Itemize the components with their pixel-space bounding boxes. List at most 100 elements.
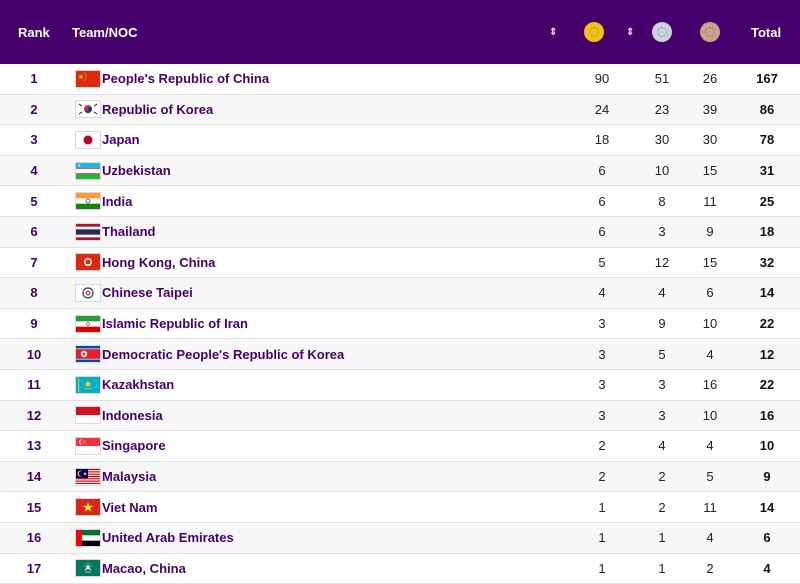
rank-cell: 5 xyxy=(30,193,38,209)
bronze-count: 4 xyxy=(706,530,714,546)
total-count: 4 xyxy=(763,560,771,576)
gold-medal-icon[interactable] xyxy=(584,22,604,42)
total-count: 16 xyxy=(759,407,775,423)
team-name-link[interactable]: Republic of Korea xyxy=(102,101,214,117)
bronze-count: 39 xyxy=(702,101,718,117)
gold-count: 90 xyxy=(594,71,610,87)
silver-count: 3 xyxy=(658,407,666,423)
total-count: 9 xyxy=(763,469,771,485)
team-name-link[interactable]: Uzbekistan xyxy=(102,163,171,179)
table-row[interactable]: 15 Viet Nam 1 2 11 14 xyxy=(0,492,800,523)
team-name-link[interactable]: Singapore xyxy=(102,438,166,454)
gold-count: 3 xyxy=(598,377,606,393)
silver-count: 5 xyxy=(658,346,666,362)
table-row[interactable]: 9 Islamic Republic of Iran 3 9 10 22 xyxy=(0,309,800,340)
silver-count: 4 xyxy=(658,285,666,301)
rank-column-header[interactable]: Rank xyxy=(18,24,50,40)
rank-cell: 10 xyxy=(26,346,42,362)
gold-count: 2 xyxy=(598,469,606,485)
gold-count: 5 xyxy=(598,254,606,270)
silver-medal-icon[interactable] xyxy=(652,22,672,42)
silver-count: 30 xyxy=(654,132,670,148)
gold-count: 1 xyxy=(598,530,606,546)
table-row[interactable]: 6 Thailand 6 3 9 18 xyxy=(0,216,800,248)
flag-kp-icon xyxy=(76,339,100,369)
bronze-count: 5 xyxy=(706,469,714,485)
silver-count: 3 xyxy=(658,224,666,240)
flag-ae-icon xyxy=(76,523,100,553)
gold-count: 6 xyxy=(598,193,606,209)
flag-kz-icon xyxy=(76,370,100,400)
table-row[interactable]: 1 People's Republic of China 90 51 26 167 xyxy=(0,64,800,95)
table-row[interactable]: 16 United Arab Emirates 1 1 4 6 xyxy=(0,522,800,554)
total-count: 31 xyxy=(759,163,775,179)
rank-cell: 8 xyxy=(30,285,38,301)
total-column-header[interactable]: Total xyxy=(751,24,782,40)
table-row[interactable]: 10 Democratic People's Republic of Korea 3… xyxy=(0,339,800,370)
team-name-link[interactable]: Thailand xyxy=(102,224,156,240)
team-column-header[interactable]: Team/NOC xyxy=(72,24,138,40)
rank-cell: 17 xyxy=(26,560,42,576)
silver-count: 1 xyxy=(658,530,666,546)
table-row[interactable]: 7 Hong Kong, China 5 12 15 32 xyxy=(0,248,800,279)
bronze-count: 11 xyxy=(703,193,717,209)
gold-count: 6 xyxy=(598,163,606,179)
flag-hk-icon xyxy=(76,248,100,278)
total-count: 14 xyxy=(759,285,775,301)
flag-id-icon xyxy=(76,401,100,431)
table-row[interactable]: 11 Kazakhstan 3 3 16 22 xyxy=(0,370,800,401)
rank-cell: 6 xyxy=(30,224,38,240)
team-name-link[interactable]: United Arab Emirates xyxy=(102,530,234,546)
team-name-link[interactable]: Democratic People's Republic of Korea xyxy=(102,346,345,362)
team-name-link[interactable]: People's Republic of China xyxy=(102,71,270,87)
sort-team-icon[interactable]: ⇕ xyxy=(549,26,558,38)
silver-count: 1 xyxy=(658,560,666,576)
rank-cell: 9 xyxy=(30,316,38,332)
silver-count: 3 xyxy=(658,377,666,393)
table-row[interactable]: 5 India 6 8 11 25 xyxy=(0,186,800,217)
gold-count: 2 xyxy=(598,438,606,454)
total-count: 78 xyxy=(759,132,775,148)
flag-sg-icon xyxy=(76,431,100,461)
table-row[interactable]: 13 Singapore 2 4 4 10 xyxy=(0,431,800,462)
team-name-link[interactable]: Islamic Republic of Iran xyxy=(102,316,248,332)
flag-jp-icon xyxy=(76,125,100,155)
bronze-medal-icon[interactable] xyxy=(700,22,720,42)
team-name-link[interactable]: Kazakhstan xyxy=(102,377,175,393)
total-count: 18 xyxy=(759,224,775,240)
gold-count: 1 xyxy=(598,499,606,515)
table-row[interactable]: 12 Indonesia 3 3 10 16 xyxy=(0,400,800,432)
table-row[interactable]: 17 Macao, China 1 1 2 4 xyxy=(0,554,800,584)
table-row[interactable]: 4 Uzbekistan 6 10 15 31 xyxy=(0,155,800,187)
table-row[interactable]: 14 Malaysia 2 2 5 9 xyxy=(0,461,800,493)
team-name-link[interactable]: India xyxy=(102,193,133,209)
silver-count: 9 xyxy=(658,316,666,332)
team-name-link[interactable]: Chinese Taipei xyxy=(102,285,193,301)
total-count: 86 xyxy=(759,101,775,117)
bronze-count: 2 xyxy=(706,560,714,576)
sort-gold-icon[interactable]: ⇕ xyxy=(626,26,635,38)
team-name-link[interactable]: Indonesia xyxy=(102,407,163,423)
table-row[interactable]: 8 Chinese Taipei 4 4 6 14 xyxy=(0,278,800,309)
silver-count: 8 xyxy=(658,193,666,209)
team-name-link[interactable]: Japan xyxy=(102,132,140,148)
table-row[interactable]: 3 Japan 18 30 30 78 xyxy=(0,125,800,156)
rank-cell: 11 xyxy=(27,377,41,393)
rank-cell: 14 xyxy=(26,469,42,485)
silver-count: 12 xyxy=(654,254,670,270)
team-name-link[interactable]: Viet Nam xyxy=(102,499,158,515)
bronze-count: 11 xyxy=(703,499,717,515)
table-row[interactable]: 2 Republic of Korea 24 23 39 86 xyxy=(0,94,800,126)
total-count: 22 xyxy=(759,377,775,393)
flag-in-icon xyxy=(76,186,100,216)
team-name-link[interactable]: Hong Kong, China xyxy=(102,254,216,270)
flag-vn-icon xyxy=(76,492,100,522)
team-name-link[interactable]: Malaysia xyxy=(102,469,157,485)
bronze-count: 6 xyxy=(706,285,714,301)
flag-kr-icon xyxy=(76,95,100,125)
bronze-count: 10 xyxy=(702,316,718,332)
bronze-count: 4 xyxy=(706,438,714,454)
bronze-count: 26 xyxy=(702,71,718,87)
team-name-link[interactable]: Macao, China xyxy=(102,560,186,576)
bronze-count: 10 xyxy=(702,407,718,423)
